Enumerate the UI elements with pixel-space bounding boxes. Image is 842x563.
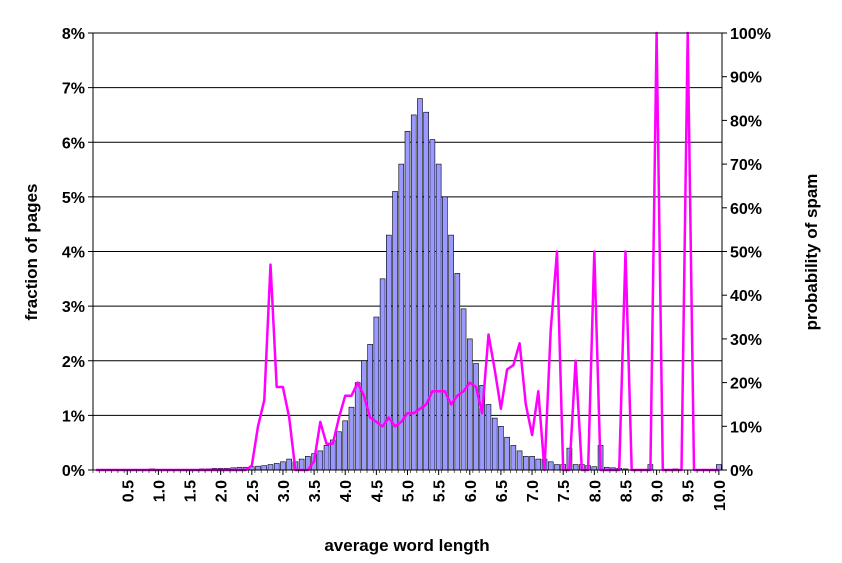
bar bbox=[386, 234, 392, 471]
y-right-tick-label: 100% bbox=[730, 26, 771, 43]
bar bbox=[280, 461, 286, 471]
bar bbox=[523, 456, 529, 471]
bar bbox=[572, 464, 579, 471]
bar bbox=[473, 363, 479, 471]
y-left-tick-label: 2% bbox=[62, 354, 85, 371]
bar bbox=[354, 382, 361, 471]
y-axis-right-labels: 0% 10% 20% 30% 40% 50% 60% 70% 80% 90% 100% bbox=[722, 26, 771, 480]
x-tick-label: 6.0 bbox=[463, 480, 480, 502]
y-axis-left-labels: 0% 1% 2% 3% 4% 5% 6% 7% 8% bbox=[62, 26, 93, 480]
x-tick-label: 9.5 bbox=[681, 480, 698, 502]
y-left-tick-label: 1% bbox=[62, 408, 85, 425]
bar bbox=[323, 445, 330, 471]
bar bbox=[510, 445, 517, 471]
x-tick-label: 0.5 bbox=[120, 480, 137, 502]
x-tick-label: 8.5 bbox=[619, 480, 636, 502]
bar bbox=[547, 461, 554, 471]
bar bbox=[454, 273, 461, 471]
x-tick-label: 6.5 bbox=[494, 480, 511, 502]
bar bbox=[554, 464, 560, 471]
x-tick-label: 1.5 bbox=[183, 480, 200, 502]
x-tick-label: 2.0 bbox=[214, 480, 231, 502]
bar bbox=[442, 196, 448, 471]
y-right-tick-label: 20% bbox=[730, 376, 762, 393]
bar bbox=[498, 425, 504, 471]
x-tick-label: 9.0 bbox=[650, 480, 667, 502]
x-tick-label: 7.0 bbox=[525, 480, 542, 502]
bar bbox=[317, 450, 324, 471]
y-right-tick-label: 90% bbox=[730, 70, 762, 87]
x-tick-label: 7.5 bbox=[556, 480, 573, 502]
y-right-tick-label: 10% bbox=[730, 419, 762, 436]
x-tick-label: 1.0 bbox=[151, 480, 168, 502]
y-axis-right-title: probability of spam bbox=[802, 174, 821, 331]
bar bbox=[348, 406, 355, 471]
bar bbox=[273, 463, 280, 471]
bar bbox=[529, 456, 535, 471]
y-right-tick-label: 0% bbox=[730, 463, 753, 480]
x-axis-ticks bbox=[92, 470, 720, 475]
y-left-tick-label: 4% bbox=[62, 245, 85, 262]
bar bbox=[410, 114, 417, 471]
y-left-tick-label: 0% bbox=[62, 463, 85, 480]
y-right-tick-label: 50% bbox=[730, 245, 762, 262]
bar bbox=[261, 465, 268, 471]
bar bbox=[379, 278, 386, 471]
x-tick-label: 4.5 bbox=[369, 480, 386, 502]
x-tick-label: 8.0 bbox=[587, 480, 604, 502]
bar bbox=[417, 98, 423, 471]
bar bbox=[361, 360, 367, 471]
y-axis-left-title: fraction of pages bbox=[22, 184, 41, 321]
bar bbox=[298, 458, 305, 471]
x-axis-labels: 0.5 1.0 1.5 2.0 2.5 3.0 3.5 4.0 4.5 5.0 5.5 6.0 6.5 7… bbox=[120, 480, 729, 511]
bar bbox=[392, 191, 398, 471]
bar bbox=[423, 111, 429, 471]
bar bbox=[466, 338, 473, 471]
bar bbox=[336, 431, 342, 471]
bar bbox=[504, 436, 510, 471]
bar bbox=[342, 420, 349, 471]
y-left-tick-label: 8% bbox=[62, 26, 85, 43]
bar bbox=[286, 458, 292, 471]
x-tick-label: 3.0 bbox=[276, 480, 293, 502]
x-tick-label: 5.5 bbox=[432, 480, 449, 502]
x-tick-label: 5.0 bbox=[401, 480, 418, 502]
bar bbox=[373, 316, 380, 471]
bar bbox=[491, 417, 498, 471]
bar bbox=[267, 464, 274, 471]
y-left-tick-label: 6% bbox=[62, 135, 85, 152]
y-right-tick-label: 80% bbox=[730, 113, 762, 130]
bar bbox=[516, 450, 523, 471]
y-left-tick-label: 7% bbox=[62, 81, 85, 98]
x-tick-label: 10.0 bbox=[712, 480, 729, 511]
x-tick-label: 2.5 bbox=[245, 480, 262, 502]
y-right-tick-label: 30% bbox=[730, 332, 762, 349]
x-tick-label: 4.0 bbox=[338, 480, 355, 502]
bar-series bbox=[149, 98, 722, 471]
bar bbox=[535, 458, 542, 471]
x-tick-label: 3.5 bbox=[307, 480, 324, 502]
y-left-tick-label: 3% bbox=[62, 299, 85, 316]
bar bbox=[429, 139, 436, 471]
x-axis-title: average word length bbox=[324, 536, 489, 555]
bar bbox=[435, 163, 442, 471]
bar bbox=[255, 465, 261, 471]
y-left-tick-label: 5% bbox=[62, 190, 85, 207]
bar bbox=[404, 131, 411, 471]
y-right-tick-label: 40% bbox=[730, 288, 762, 305]
bar bbox=[448, 234, 454, 471]
y-right-tick-label: 60% bbox=[730, 201, 762, 218]
y-right-tick-label: 70% bbox=[730, 157, 762, 174]
bar bbox=[485, 404, 492, 471]
